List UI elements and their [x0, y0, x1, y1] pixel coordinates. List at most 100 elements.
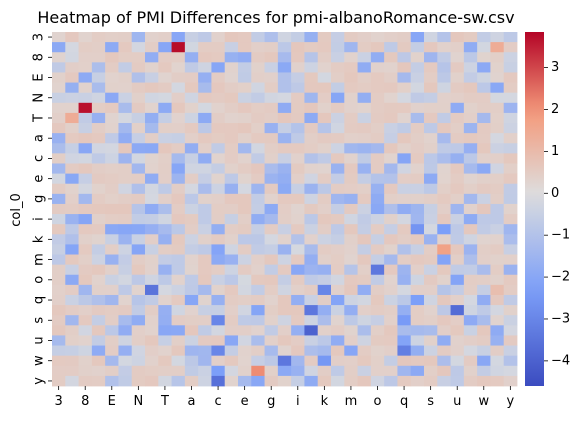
- heatmap-cell: [184, 32, 199, 43]
- heatmap-cell: [490, 133, 505, 144]
- heatmap-cell: [410, 52, 425, 63]
- heatmap-cell: [277, 365, 292, 377]
- heatmap-cell: [118, 62, 133, 73]
- heatmap-cell: [357, 224, 372, 235]
- heatmap-cell: [490, 143, 505, 154]
- heatmap-cell: [52, 143, 66, 154]
- heatmap-cell: [78, 244, 93, 255]
- heatmap-cell: [65, 365, 79, 377]
- heatmap-cell: [463, 123, 478, 134]
- heatmap-cell: [224, 52, 239, 63]
- heatmap-cell: [52, 294, 66, 306]
- heatmap-cell: [410, 42, 425, 53]
- heatmap-cell: [357, 315, 372, 326]
- heatmap-cell: [304, 72, 319, 83]
- heatmap-cell: [437, 224, 451, 235]
- heatmap-cell: [370, 274, 385, 286]
- heatmap-cell: [158, 284, 172, 296]
- heatmap-cell: [344, 82, 358, 94]
- heatmap-cell: [198, 123, 212, 134]
- heatmap-cell: [437, 214, 451, 225]
- heatmap-cell: [331, 294, 345, 306]
- heatmap-cell: [184, 315, 199, 326]
- heatmap-cell: [277, 92, 292, 104]
- heatmap-cell: [490, 203, 505, 215]
- heatmap-cell: [291, 183, 305, 195]
- heatmap-cell: [424, 52, 438, 63]
- heatmap-cell: [370, 82, 385, 94]
- heatmap-cell: [65, 102, 79, 114]
- heatmap-cell: [450, 193, 465, 205]
- heatmap-cell: [65, 82, 79, 94]
- heatmap-cell: [52, 345, 66, 357]
- heatmap-cell: [211, 214, 226, 225]
- heatmap-cell: [78, 92, 93, 104]
- heatmap-cell: [264, 214, 279, 225]
- heatmap-cell: [65, 62, 79, 73]
- heatmap-cell: [251, 254, 265, 266]
- heatmap-cell: [145, 183, 159, 195]
- heatmap-cell: [52, 183, 66, 195]
- heatmap-cell: [357, 244, 372, 255]
- x-tick-label: s: [427, 394, 434, 409]
- heatmap-cell: [424, 234, 438, 245]
- heatmap-cell: [357, 193, 372, 205]
- heatmap-cell: [78, 183, 93, 195]
- heatmap-cell: [331, 375, 345, 387]
- heatmap-cell: [357, 173, 372, 185]
- heatmap-cell: [198, 224, 212, 235]
- heatmap-cell: [463, 173, 478, 185]
- heatmap-cell: [291, 143, 305, 154]
- heatmap-cell: [91, 274, 106, 286]
- heatmap-cell: [238, 325, 252, 336]
- heatmap-cell: [424, 133, 438, 144]
- heatmap-cell: [291, 173, 305, 185]
- heatmap-cell: [424, 345, 438, 357]
- heatmap-cell: [251, 82, 265, 94]
- y-tick-label: k: [32, 235, 47, 243]
- heatmap-cell: [238, 375, 252, 387]
- heatmap-cell: [65, 183, 79, 195]
- colorbar-tick-label: −2: [551, 270, 570, 285]
- heatmap-cell: [437, 173, 451, 185]
- y-tick-label: a: [32, 134, 47, 142]
- heatmap-cell: [91, 284, 106, 296]
- heatmap-cell: [304, 163, 319, 174]
- heatmap-cell: [503, 305, 518, 316]
- heatmap-cell: [171, 173, 186, 185]
- heatmap-cell: [118, 315, 133, 326]
- heatmap-cell: [450, 315, 465, 326]
- heatmap-cell: [118, 345, 133, 357]
- heatmap-cell: [158, 234, 172, 245]
- heatmap-cell: [131, 153, 146, 164]
- heatmap-cell: [370, 133, 385, 144]
- heatmap-cell: [224, 315, 239, 326]
- heatmap-cell: [503, 244, 518, 255]
- heatmap-cell: [184, 193, 199, 205]
- heatmap-cell: [184, 133, 199, 144]
- heatmap-cell: [304, 123, 319, 134]
- heatmap-cell: [145, 123, 159, 134]
- heatmap-cell: [65, 234, 79, 245]
- heatmap-cell: [118, 254, 133, 266]
- heatmap-cell: [65, 254, 79, 266]
- heatmap-cell: [424, 123, 438, 134]
- heatmap-cell: [65, 203, 79, 215]
- heatmap-cell: [224, 153, 239, 164]
- heatmap-cell: [477, 305, 491, 316]
- heatmap-cell: [198, 62, 212, 73]
- heatmap-cell: [52, 214, 66, 225]
- heatmap-cell: [317, 335, 332, 346]
- heatmap-cell: [450, 32, 465, 43]
- heatmap-cell: [65, 335, 79, 346]
- heatmap-cell: [503, 82, 518, 94]
- heatmap-cell: [397, 173, 412, 185]
- heatmap-cell: [370, 315, 385, 326]
- heatmap-cell: [463, 143, 478, 154]
- heatmap-cell: [65, 173, 79, 185]
- heatmap-cell: [503, 365, 518, 377]
- heatmap-cell: [277, 72, 292, 83]
- heatmap-cell: [277, 325, 292, 336]
- heatmap-cell: [52, 72, 66, 83]
- y-tick-label: o: [32, 276, 47, 284]
